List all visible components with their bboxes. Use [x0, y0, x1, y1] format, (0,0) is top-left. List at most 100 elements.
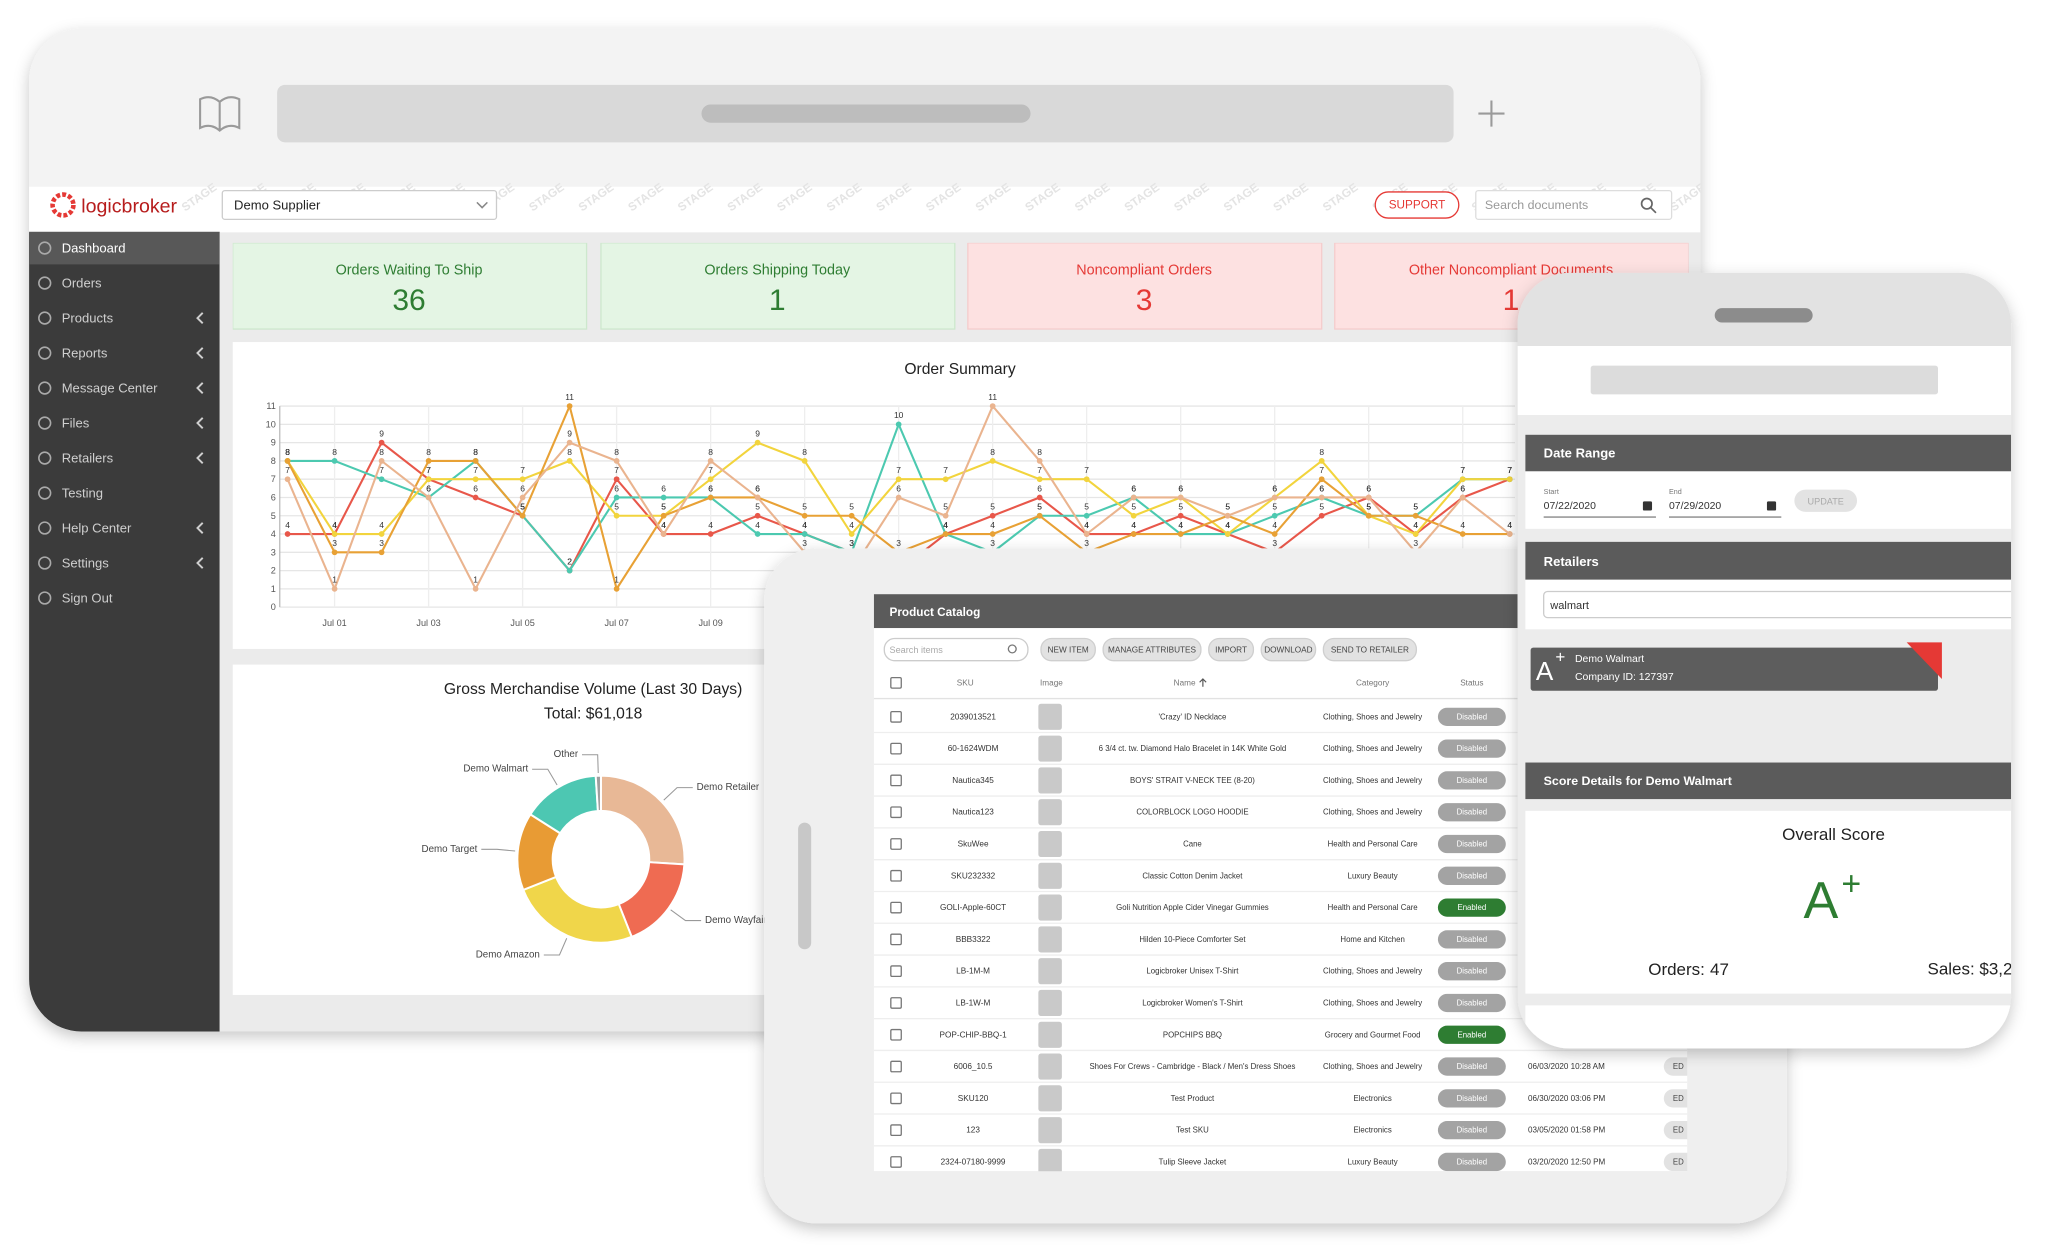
data-label: 9 [567, 428, 572, 438]
toolbar-button-label[interactable]: DOWNLOAD [1264, 646, 1312, 655]
data-label: 1 [332, 575, 337, 585]
line-point [989, 531, 996, 537]
nav-item[interactable]: Message Center [62, 381, 158, 396]
category: Clothing, Shoes and Jewelry [1323, 1062, 1422, 1071]
status-label: Disabled [1457, 1062, 1487, 1071]
card-grade-modifier: + [1555, 647, 1565, 666]
edit-label[interactable]: ED [1673, 1157, 1684, 1166]
data-label: 5 [849, 502, 854, 512]
edit-label[interactable]: ED [1673, 1126, 1684, 1135]
checkbox[interactable] [890, 901, 902, 914]
nav-icon [38, 591, 52, 605]
data-label: 4 [1460, 520, 1465, 530]
edit-button[interactable] [1663, 1121, 1698, 1140]
status-pill [1437, 930, 1506, 949]
date-input[interactable]: 07/22/2020 [1544, 501, 1596, 512]
date-input[interactable]: 07/29/2020 [1669, 501, 1721, 512]
nav-item[interactable]: Products [62, 311, 114, 326]
nav-item[interactable]: Help Center [62, 521, 132, 536]
toolbar-button[interactable] [1102, 637, 1202, 662]
data-label: 4 [1084, 520, 1089, 530]
data-label: 7 [614, 465, 619, 475]
edit-label[interactable]: ED [1673, 1062, 1684, 1071]
toolbar-button-label[interactable]: SEND TO RETAILER [1331, 646, 1409, 655]
product-image [1038, 1053, 1062, 1080]
supplier-select[interactable] [221, 189, 498, 221]
product-name: 'Crazy' ID Necklace [1159, 712, 1227, 721]
section-header [1525, 434, 2012, 472]
nav-item[interactable]: Testing [62, 486, 103, 501]
nav-item[interactable]: Reports [62, 346, 108, 361]
checkbox[interactable] [890, 806, 902, 819]
data-label: 7 [1084, 465, 1089, 475]
category: Clothing, Shoes and Jewelry [1323, 808, 1422, 817]
nav-item[interactable]: Sign Out [62, 591, 113, 606]
update-label[interactable]: UPDATE [1808, 496, 1844, 506]
data-label: 6 [1460, 483, 1465, 493]
nav-chevron [196, 347, 204, 359]
checkbox[interactable] [890, 742, 902, 755]
toolbar-button[interactable] [1322, 637, 1418, 662]
checkbox[interactable] [890, 1156, 902, 1168]
toolbar-button[interactable] [1208, 637, 1255, 662]
data-label: 8 [379, 447, 384, 457]
checkbox[interactable] [890, 1028, 902, 1041]
nav-item[interactable]: Orders [62, 276, 102, 291]
update-button[interactable] [1794, 489, 1858, 512]
support-button[interactable] [1374, 191, 1460, 219]
checkbox[interactable] [890, 710, 902, 723]
checkbox[interactable] [890, 677, 902, 689]
nav-item[interactable]: Settings [62, 556, 110, 571]
checkbox[interactable] [890, 933, 902, 946]
search-box[interactable] [1475, 189, 1673, 221]
section-header [1525, 762, 2012, 800]
data-label: 4 [1178, 520, 1183, 530]
line-point [754, 512, 761, 519]
line-point [519, 512, 526, 519]
status-label: Disabled [1457, 808, 1487, 817]
data-label: 2 [567, 556, 572, 566]
catalog-search[interactable] [883, 637, 1029, 662]
retailer-card[interactable] [1530, 647, 1938, 691]
checkbox[interactable] [890, 1092, 902, 1105]
status-pill [1437, 866, 1506, 885]
checkbox[interactable] [890, 774, 902, 787]
sort-arrow [1199, 678, 1207, 687]
line-point [1412, 512, 1419, 519]
toolbar-button-label[interactable]: IMPORT [1215, 646, 1247, 655]
status-label: Disabled [1457, 1157, 1487, 1166]
card-badge [1906, 642, 1942, 679]
checkbox[interactable] [890, 1060, 902, 1073]
line-point [331, 549, 338, 556]
nav-chevron [196, 557, 204, 569]
nav-icon [38, 346, 52, 360]
data-label: 6 [1319, 483, 1324, 493]
nav-item[interactable]: Retailers [62, 451, 114, 466]
retailer-filter[interactable] [1543, 590, 2027, 619]
edit-label[interactable]: ED [1673, 1094, 1684, 1103]
nav-chevron [196, 312, 204, 324]
line-point [1036, 494, 1043, 501]
checkbox[interactable] [890, 1124, 902, 1137]
data-label: 5 [661, 502, 666, 512]
data-label: 4 [661, 520, 666, 530]
toolbar-button-label[interactable]: NEW ITEM [1048, 646, 1089, 655]
nav-item[interactable]: Files [62, 416, 90, 431]
toolbar-button-label[interactable]: MANAGE ATTRIBUTES [1108, 646, 1197, 655]
toolbar-button[interactable] [1040, 637, 1096, 662]
line-point [425, 476, 432, 483]
nav-chevron [196, 452, 204, 464]
checkbox[interactable] [890, 869, 902, 882]
checkbox[interactable] [890, 997, 902, 1009]
nav-item[interactable]: Dashboard [62, 241, 126, 256]
checkbox[interactable] [890, 965, 902, 978]
data-label: 5 [520, 502, 525, 512]
edit-button[interactable] [1663, 1057, 1698, 1076]
edit-button[interactable] [1663, 1089, 1698, 1108]
checkbox[interactable] [890, 838, 902, 850]
edit-button[interactable] [1663, 1152, 1698, 1172]
data-label: 6 [1131, 483, 1136, 493]
toolbar-button[interactable] [1260, 637, 1317, 662]
data-label: 7 [1460, 465, 1465, 475]
data-label: 6 [755, 483, 760, 493]
